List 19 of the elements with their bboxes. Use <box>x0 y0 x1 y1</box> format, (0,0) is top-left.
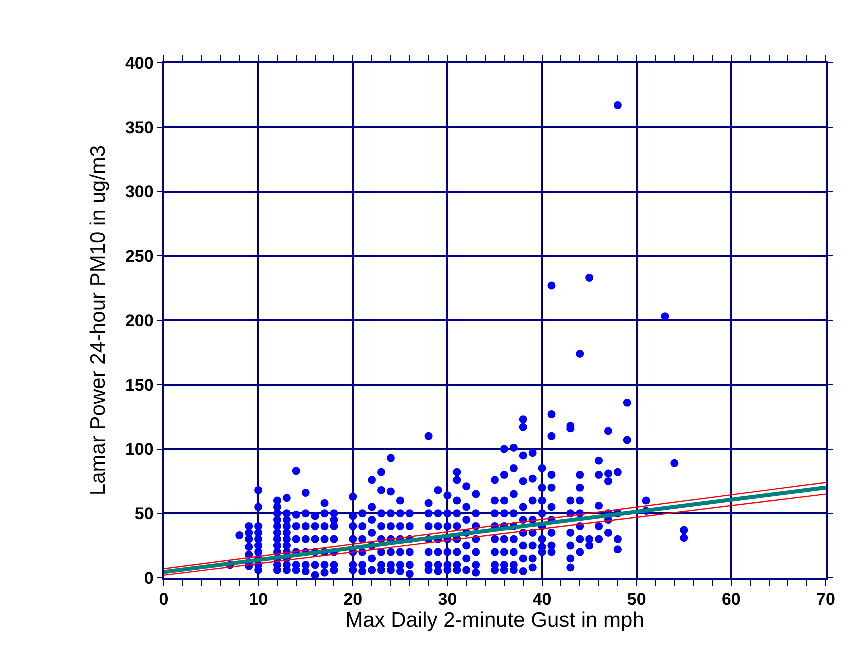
x-tick-label: 70 <box>816 590 836 610</box>
y-tick-label: 50 <box>134 504 154 524</box>
x-tick-label: 50 <box>627 590 646 610</box>
y-tick-label: 250 <box>125 247 154 266</box>
x-tick-label: 20 <box>344 590 363 610</box>
y-tick-label: 0 <box>144 568 154 588</box>
y-tick-label: 200 <box>125 311 154 330</box>
x-axis-title: Max Daily 2-minute Gust in mph <box>346 609 644 632</box>
x-tick-label: 40 <box>532 590 552 610</box>
x-tick-label: 60 <box>722 590 741 610</box>
y-tick-label: 300 <box>125 182 154 202</box>
x-tick-label: 30 <box>438 590 458 610</box>
y-tick-label: 350 <box>125 118 154 138</box>
y-tick-label: 100 <box>125 440 154 460</box>
x-tick-label: 0 <box>159 590 169 610</box>
y-tick-label: 150 <box>125 376 154 395</box>
y-tick-label: 400 <box>125 54 154 73</box>
y-axis-title: Lamar Power 24-hour PM10 in ug/m3 <box>87 145 110 496</box>
x-tick-label: 10 <box>249 590 268 610</box>
